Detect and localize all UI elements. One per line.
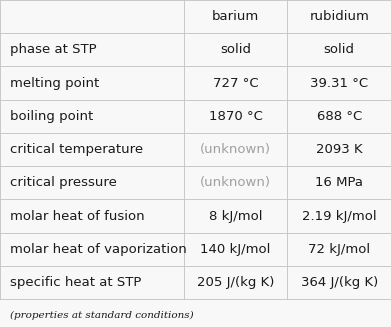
Text: melting point: melting point: [10, 77, 99, 90]
Text: critical temperature: critical temperature: [10, 143, 143, 156]
Text: 1870 °C: 1870 °C: [209, 110, 262, 123]
Text: 8 kJ/mol: 8 kJ/mol: [209, 210, 262, 223]
Text: boiling point: boiling point: [10, 110, 93, 123]
Text: phase at STP: phase at STP: [10, 43, 97, 56]
Text: 2.19 kJ/mol: 2.19 kJ/mol: [302, 210, 377, 223]
Text: barium: barium: [212, 10, 259, 23]
Text: (unknown): (unknown): [200, 143, 271, 156]
Text: solid: solid: [324, 43, 355, 56]
Text: critical pressure: critical pressure: [10, 176, 117, 189]
Text: 72 kJ/mol: 72 kJ/mol: [308, 243, 370, 256]
Text: 688 °C: 688 °C: [317, 110, 362, 123]
Text: 364 J/(kg K): 364 J/(kg K): [301, 276, 378, 289]
Text: rubidium: rubidium: [309, 10, 369, 23]
Text: 727 °C: 727 °C: [213, 77, 258, 90]
Text: 140 kJ/mol: 140 kJ/mol: [201, 243, 271, 256]
Text: 16 MPa: 16 MPa: [315, 176, 363, 189]
Text: 39.31 °C: 39.31 °C: [310, 77, 368, 90]
Text: (properties at standard conditions): (properties at standard conditions): [10, 311, 194, 320]
Text: specific heat at STP: specific heat at STP: [10, 276, 141, 289]
Text: molar heat of fusion: molar heat of fusion: [10, 210, 144, 223]
Text: 205 J/(kg K): 205 J/(kg K): [197, 276, 274, 289]
Text: (unknown): (unknown): [200, 176, 271, 189]
Text: molar heat of vaporization: molar heat of vaporization: [10, 243, 187, 256]
Text: 2093 K: 2093 K: [316, 143, 362, 156]
Text: solid: solid: [220, 43, 251, 56]
